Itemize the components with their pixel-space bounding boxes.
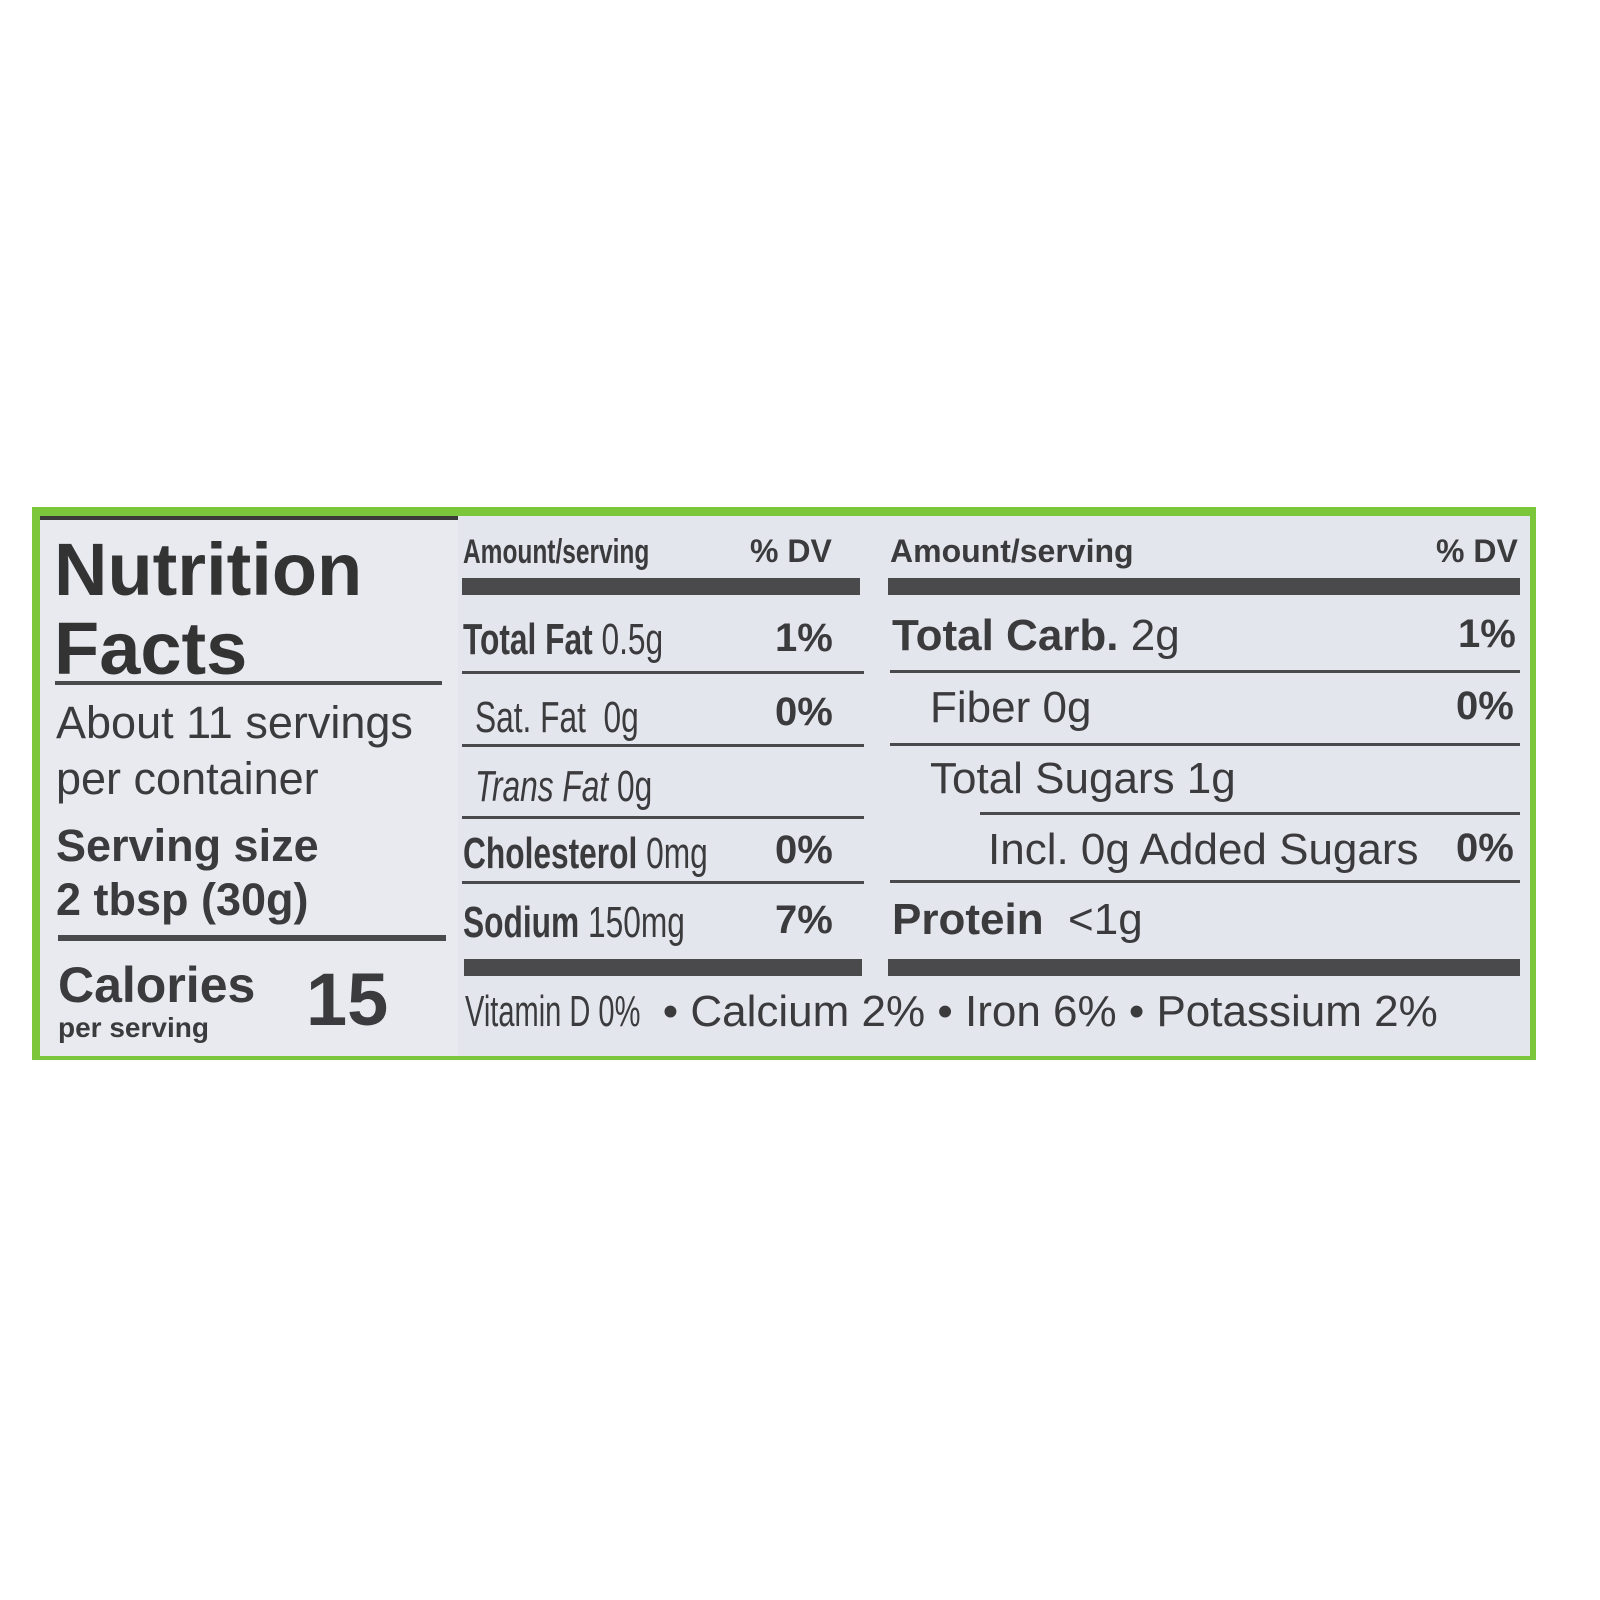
- divider: [58, 935, 446, 941]
- left-panel: [40, 516, 458, 1056]
- row-protein: Protein <1g: [892, 895, 1143, 944]
- divider: [55, 681, 442, 685]
- row-total-carb: Total Carb. 2g: [892, 611, 1180, 660]
- divider: [462, 744, 864, 747]
- dv-cholesterol: 0%: [775, 828, 833, 872]
- vitamins-line: Vitamin D 0% • Calcium 2% • Iron 6% • Pot…: [465, 987, 1438, 1036]
- serving-size-label: Serving size: [56, 820, 319, 871]
- divider: [462, 881, 864, 884]
- dv-fiber: 0%: [1456, 684, 1514, 728]
- thick-bar: [888, 578, 1520, 595]
- row-added-sugars: Incl. 0g Added Sugars: [988, 825, 1419, 874]
- row-total-fat: Total Fat 0.5g: [463, 615, 664, 664]
- right-header-dv: % DV: [1436, 533, 1518, 569]
- row-sat-fat: Sat. Fat 0g: [475, 693, 639, 742]
- divider: [462, 816, 864, 819]
- title-line-1: Nutrition: [54, 528, 363, 611]
- thick-bar: [462, 578, 860, 595]
- row-cholesterol: Cholesterol 0mg: [463, 829, 708, 878]
- divider: [462, 671, 864, 674]
- calories-label: Calories: [58, 957, 256, 1013]
- right-header-amount: Amount/serving: [890, 533, 1134, 569]
- left-header-dv: % DV: [750, 533, 832, 569]
- serving-size-value: 2 tbsp (30g): [56, 874, 309, 925]
- row-fiber: Fiber 0g: [930, 683, 1092, 732]
- row-sodium: Sodium 150mg: [463, 898, 685, 947]
- thick-bar: [888, 959, 1520, 976]
- calories-sublabel: per serving: [58, 1012, 209, 1043]
- divider: [890, 670, 1520, 673]
- divider: [980, 812, 1520, 815]
- dv-sat-fat: 0%: [775, 690, 833, 734]
- dv-total-carb: 1%: [1458, 612, 1516, 656]
- row-total-sugars: Total Sugars 1g: [930, 754, 1236, 803]
- divider: [890, 743, 1520, 746]
- dv-sodium: 7%: [775, 898, 833, 942]
- servings-line-1: About 11 servings: [56, 697, 413, 748]
- row-trans-fat: Trans Fat 0g: [475, 762, 653, 811]
- servings-line-2: per container: [56, 753, 319, 804]
- dv-added-sugars: 0%: [1456, 826, 1514, 870]
- left-header-amount: Amount/serving: [463, 533, 650, 571]
- title-line-2: Facts: [54, 607, 248, 690]
- divider: [890, 880, 1520, 883]
- thick-bar: [464, 959, 862, 976]
- dv-total-fat: 1%: [775, 616, 833, 660]
- calories-value: 15: [306, 958, 389, 1041]
